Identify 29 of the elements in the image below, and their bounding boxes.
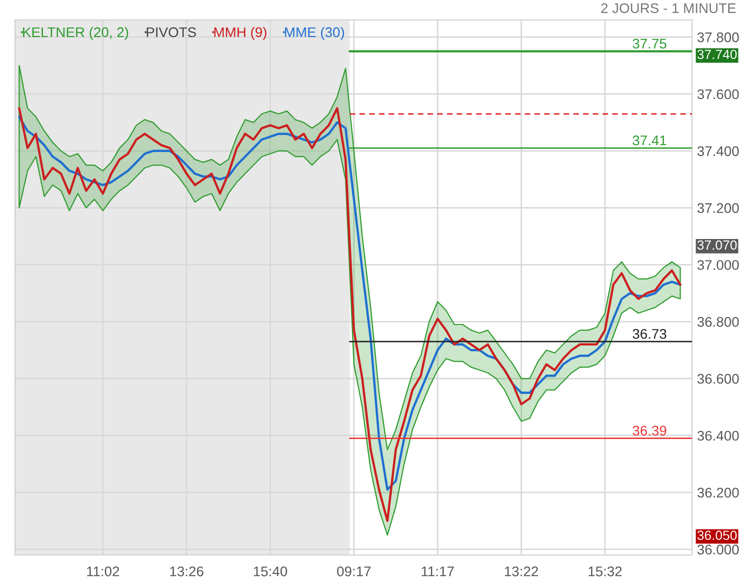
y-tick-label: 36.200 — [697, 488, 739, 498]
y-tick-label: 37.000 — [697, 260, 739, 270]
x-tick-label: 11:02 — [87, 566, 120, 576]
y-tick-label: 36.000 — [697, 544, 739, 554]
y-tick-label: 37.200 — [697, 203, 739, 213]
annotation: PIVOTS — [146, 27, 196, 38]
legend-label: MME (30) — [285, 26, 344, 40]
y-tick-label: 36.050 — [697, 530, 737, 540]
ref-line-label: 36.73 — [632, 328, 666, 339]
x-tick-label: 09:17 — [337, 566, 371, 576]
y-tick-label: 37.800 — [697, 32, 739, 42]
x-tick-label: 11:17 — [422, 566, 454, 576]
y-tick-label: 36.800 — [697, 316, 739, 327]
ref-line-label: 36.39 — [632, 426, 666, 436]
x-tick-label: 15:32 — [588, 566, 622, 576]
legend-label: KELTNER (20, 2) — [23, 26, 128, 40]
y-tick-label: 36.600 — [697, 374, 739, 384]
y-tick-label: 36.400 — [697, 430, 739, 441]
chart-subtitle: 2 JOURS - 1 MINUTE — [601, 3, 736, 14]
y-tick-label: 37.740 — [697, 50, 737, 60]
ref-line-label: 37.41 — [632, 135, 666, 146]
ref-line-label: 37.75 — [632, 38, 666, 49]
x-tick-label: 13:26 — [170, 566, 204, 576]
y-tick-label: 37.400 — [697, 146, 739, 156]
x-tick-label: 13:22 — [504, 566, 538, 576]
y-tick-label: 37.070 — [697, 240, 737, 250]
y-tick-label: 37.600 — [697, 89, 739, 100]
x-tick-label: 15:40 — [254, 566, 288, 576]
legend-label: MMH (9) — [214, 26, 266, 40]
